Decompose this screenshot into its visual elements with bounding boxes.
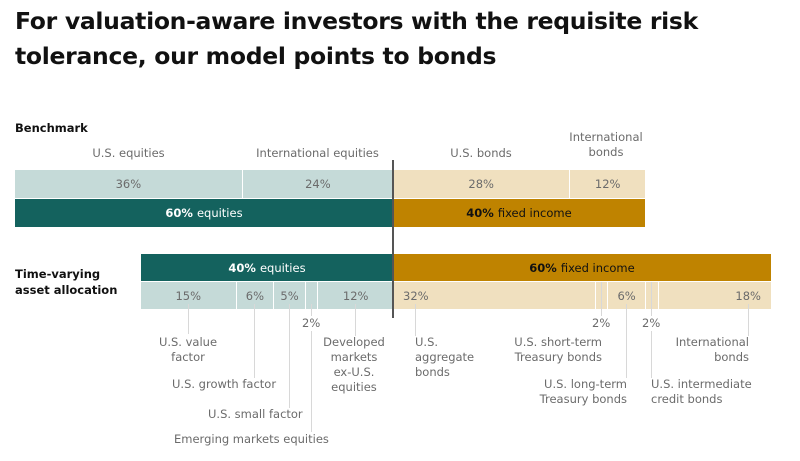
- segment-value-label: 32%: [403, 288, 429, 303]
- leader-line: [601, 282, 602, 316]
- total-pct: 40%: [466, 206, 494, 220]
- segment-u-s-equities: 36%: [15, 170, 242, 198]
- total-equities: 40% equities: [141, 254, 393, 281]
- leader-line: [355, 304, 356, 336]
- label-line: Treasury bonds: [539, 392, 627, 406]
- label-line: aggregate: [415, 350, 475, 364]
- leader-line: [651, 331, 652, 378]
- segment-international-bonds: 18%: [657, 282, 771, 309]
- leader-line: [651, 282, 652, 316]
- label-line: factor: [171, 350, 205, 364]
- total-text: equities: [259, 260, 306, 275]
- label-line: U.S. short-term: [514, 335, 602, 349]
- total-equities: 60% equities: [15, 199, 393, 227]
- 60-40-divider-line: [392, 160, 394, 318]
- segment-value-label: 6%: [245, 288, 265, 303]
- label-line: ex-U.S.: [333, 365, 375, 379]
- label-us-growth-factor: U.S. growth factor: [172, 377, 277, 391]
- chart-title: For valuation-aware investors with the r…: [15, 7, 698, 70]
- leader-line: [289, 304, 290, 408]
- leader-line: [311, 304, 312, 316]
- label-line: credit bonds: [651, 392, 723, 406]
- benchmark-label: Benchmark: [15, 121, 88, 135]
- segment-value-label: 6%: [617, 288, 636, 303]
- segment-value-label: 12%: [342, 288, 369, 303]
- total-pct: 60%: [165, 206, 193, 220]
- label-line: bonds: [714, 350, 749, 364]
- label-line: U.S. intermediate: [651, 377, 752, 391]
- label-long-term-treasury: U.S. long-term Treasury bonds: [540, 377, 627, 407]
- leader-line: [626, 304, 627, 378]
- label-line: U.S. value: [158, 335, 218, 349]
- leader-line: [748, 304, 749, 336]
- leader-line: [415, 304, 416, 336]
- segment-u-s-bonds: 28%: [393, 170, 570, 198]
- leader-line: [254, 304, 255, 378]
- label-short-term-treasury: U.S. short-term Treasury bonds: [514, 335, 602, 365]
- segment-international-equities: 24%: [241, 170, 393, 198]
- label-line: International: [675, 335, 749, 349]
- total-text: equities: [196, 206, 243, 220]
- label-line: Developed: [323, 335, 385, 349]
- label-emerging-markets: Emerging markets equities: [174, 432, 329, 446]
- label-line: U.S. long-term: [544, 377, 627, 391]
- total-pct: 60%: [529, 260, 557, 275]
- intermediate-pct-label: 2%: [642, 316, 661, 330]
- segment-value-label: 24%: [305, 177, 331, 191]
- segment-value-label: 36%: [115, 177, 142, 191]
- total-text: fixed income: [560, 260, 635, 275]
- total-fixed-income: 40% fixed income: [393, 199, 645, 227]
- segment-value-label: 15%: [175, 288, 202, 303]
- total-fixed-income: 60% fixed income: [393, 254, 771, 281]
- em-pct-label: 2%: [302, 316, 321, 330]
- total-pct: 40%: [228, 260, 256, 275]
- header-international-bonds: International bonds: [569, 130, 643, 159]
- label-line: equities: [331, 380, 377, 394]
- time-varying-label-line2: asset allocation: [15, 283, 118, 297]
- label-us-small-factor: U.S. small factor: [208, 407, 303, 421]
- label-line: markets: [330, 350, 378, 364]
- header-us-bonds: U.S. bonds: [450, 146, 512, 160]
- header-international-equities: International equities: [256, 146, 379, 160]
- segment-value-label: 12%: [594, 177, 621, 191]
- segment-value-label: 5%: [280, 288, 299, 303]
- segment-value-label: 18%: [735, 288, 761, 303]
- label-intermediate-credit: U.S. intermediate credit bonds: [651, 377, 752, 407]
- segment-u-s-aggregate-bonds: 32%: [393, 282, 595, 309]
- leader-line: [311, 331, 312, 432]
- segment-u-s-short-term-treasury-bonds: [594, 282, 608, 309]
- total-text: fixed income: [497, 206, 572, 220]
- label-us-value-factor: U.S. value factor: [158, 335, 218, 365]
- time-varying-label: Time-varying asset allocation: [15, 266, 117, 298]
- label-line: bonds: [415, 365, 450, 379]
- label-developed-markets: Developed markets ex-U.S. equities: [320, 335, 388, 395]
- segment-international-bonds: 12%: [569, 170, 645, 198]
- leader-line: [188, 304, 189, 334]
- label-us-aggregate-bonds: U.S. aggregate bonds: [415, 335, 474, 380]
- label-line: U.S.: [415, 335, 439, 349]
- label-international-bonds: International bonds: [676, 335, 749, 365]
- time-varying-label-line1: Time-varying: [15, 267, 101, 281]
- header-us-equities: U.S. equities: [92, 146, 165, 160]
- label-line: Treasury bonds: [514, 350, 602, 364]
- segment-emerging-markets-equities: [304, 282, 318, 309]
- short-term-pct-label: 2%: [592, 316, 611, 330]
- segment-value-label: 28%: [468, 177, 494, 191]
